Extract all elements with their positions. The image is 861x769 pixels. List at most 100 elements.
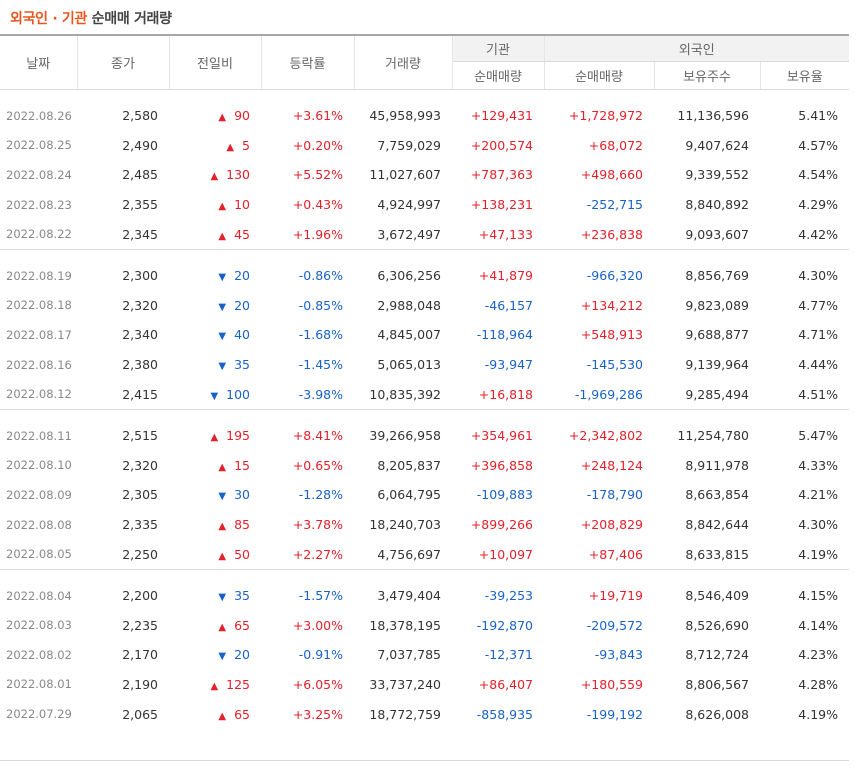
volume-cell: 10,835,392: [369, 386, 441, 402]
holdings-cell: 11,136,596: [677, 108, 749, 124]
change-value: 65: [234, 706, 250, 722]
holdings-cell: 9,823,089: [685, 297, 749, 313]
inst-net-cell: +396,858: [470, 457, 533, 473]
inst-net-cell: +86,407: [478, 676, 533, 692]
holdings-cell: 8,633,815: [685, 546, 749, 562]
foreign-net-cell: +498,660: [580, 167, 643, 183]
foreign-net-cell: -966,320: [586, 268, 643, 284]
rate-cell: +0.65%: [292, 457, 343, 473]
header-ratio: 보유율: [760, 61, 850, 90]
foreign-net-cell: +87,406: [588, 546, 643, 562]
table-row: 2022.08.18 2,320 ▼ 20 -0.85% 2,988,048 -46,157…: [0, 291, 849, 321]
rate-cell: +6.05%: [292, 676, 343, 692]
change-value: 15: [234, 457, 250, 473]
close-cell: 2,200: [122, 588, 158, 604]
rate-cell: +3.61%: [292, 108, 343, 124]
change-value: 45: [234, 226, 250, 242]
holdings-cell: 9,093,607: [685, 226, 749, 242]
table-row: 2022.08.24 2,485 ▲ 130 +5.52% 11,027,607 +787,…: [0, 160, 849, 190]
volume-cell: 2,988,048: [377, 297, 441, 313]
trading-table: 날짜 종가 전일비 등락률 거래량 기관 외국인 순매매량 순매매량 보유주수 …: [0, 34, 850, 729]
table-row: 2022.08.03 2,235 ▲ 65 +3.00% 18,378,195 -192,8…: [0, 611, 849, 641]
ratio-cell: 4.15%: [798, 588, 839, 604]
change-cell: ▲ 125: [169, 670, 261, 700]
date-cell: 2022.08.23: [6, 197, 72, 212]
foreign-net-cell: -209,572: [586, 617, 643, 633]
inst-net-cell: +10,097: [478, 546, 533, 562]
close-cell: 2,515: [122, 428, 158, 444]
date-cell: 2022.08.16: [6, 357, 72, 372]
change-value: 85: [234, 517, 250, 533]
header-institution: 기관: [452, 34, 545, 62]
table-row: 2022.08.01 2,190 ▲ 125 +6.05% 33,737,240 +86,4…: [0, 670, 849, 700]
ratio-cell: 4.42%: [798, 226, 839, 242]
table-row: 2022.08.25 2,490 ▲ 5 +0.20% 7,759,029 +200,574…: [0, 131, 849, 161]
close-cell: 2,580: [122, 108, 158, 124]
foreign-net-cell: -199,192: [586, 706, 643, 722]
triangle-up-icon: ▲: [218, 521, 227, 533]
foreign-net-cell: -252,715: [586, 197, 643, 213]
ratio-cell: 4.57%: [798, 137, 839, 153]
foreign-net-cell: +68,072: [588, 137, 643, 153]
volume-cell: 18,772,759: [369, 706, 441, 722]
holdings-cell: 9,339,552: [685, 167, 749, 183]
change-cell: ▲ 5: [169, 131, 261, 161]
close-cell: 2,170: [122, 647, 158, 663]
header-foreign-net: 순매매량: [544, 61, 655, 90]
inst-net-cell: -46,157: [484, 297, 533, 313]
foreign-net-cell: +208,829: [580, 517, 643, 533]
change-cell: ▲ 85: [169, 510, 261, 540]
date-cell: 2022.08.09: [6, 487, 72, 502]
group-separator: [0, 408, 850, 421]
header-rate: 등락률: [261, 34, 355, 90]
table-row: 2022.08.16 2,380 ▼ 35 -1.45% 5,065,013 -93,947…: [0, 350, 849, 380]
ratio-cell: 4.54%: [798, 167, 839, 183]
ratio-cell: 4.14%: [798, 617, 839, 633]
close-cell: 2,490: [122, 137, 158, 153]
table-row: 2022.08.02 2,170 ▼ 20 -0.91% 7,037,785 -12,371…: [0, 640, 849, 670]
ratio-cell: 4.30%: [798, 268, 839, 284]
volume-cell: 7,037,785: [377, 647, 441, 663]
ratio-cell: 5.41%: [798, 108, 839, 124]
date-cell: 2022.08.17: [6, 327, 72, 342]
rate-cell: -1.68%: [298, 327, 343, 343]
holdings-cell: 8,856,769: [685, 268, 749, 284]
inst-net-cell: +354,961: [470, 428, 533, 444]
title-net-volume: 순매매 거래량: [91, 11, 172, 27]
volume-cell: 6,064,795: [377, 487, 441, 503]
table-row: 2022.08.22 2,345 ▲ 45 +1.96% 3,672,497 +47,133…: [0, 219, 849, 249]
change-cell: ▼ 20: [169, 640, 261, 670]
triangle-up-icon: ▲: [210, 171, 219, 183]
change-value: 20: [234, 297, 250, 313]
foreign-net-cell: +548,913: [580, 327, 643, 343]
inst-net-cell: +899,266: [470, 517, 533, 533]
triangle-down-icon: ▼: [218, 331, 227, 343]
close-cell: 2,380: [122, 357, 158, 373]
holdings-cell: 8,546,409: [685, 588, 749, 604]
date-cell: 2022.08.11: [6, 428, 72, 443]
rate-cell: +5.52%: [292, 167, 343, 183]
volume-cell: 4,845,007: [377, 327, 441, 343]
table-row: 2022.08.19 2,300 ▼ 20 -0.86% 6,306,256 +41,879…: [0, 261, 849, 291]
triangle-down-icon: ▼: [218, 361, 227, 373]
foreign-net-cell: +134,212: [580, 297, 643, 313]
inst-net-cell: +47,133: [478, 226, 533, 242]
date-cell: 2022.08.19: [6, 268, 72, 283]
foreign-net-cell: -1,969,286: [574, 386, 643, 402]
rate-cell: -0.85%: [298, 297, 343, 313]
volume-cell: 39,266,958: [369, 428, 441, 444]
triangle-up-icon: ▲: [218, 230, 227, 242]
holdings-cell: 8,663,854: [685, 487, 749, 503]
table-row: 2022.08.12 2,415 ▼ 100 -3.98% 10,835,392 +16,8…: [0, 379, 849, 409]
close-cell: 2,250: [122, 546, 158, 562]
inst-net-cell: +200,574: [470, 137, 533, 153]
group-separator: [0, 568, 850, 581]
inst-net-cell: -858,935: [476, 706, 533, 722]
volume-cell: 4,756,697: [377, 546, 441, 562]
holdings-cell: 9,285,494: [685, 386, 749, 402]
inst-net-cell: +787,363: [470, 167, 533, 183]
volume-cell: 18,378,195: [369, 617, 441, 633]
header-foreign: 외국인: [544, 34, 850, 62]
volume-cell: 33,737,240: [369, 676, 441, 692]
close-cell: 2,235: [122, 617, 158, 633]
